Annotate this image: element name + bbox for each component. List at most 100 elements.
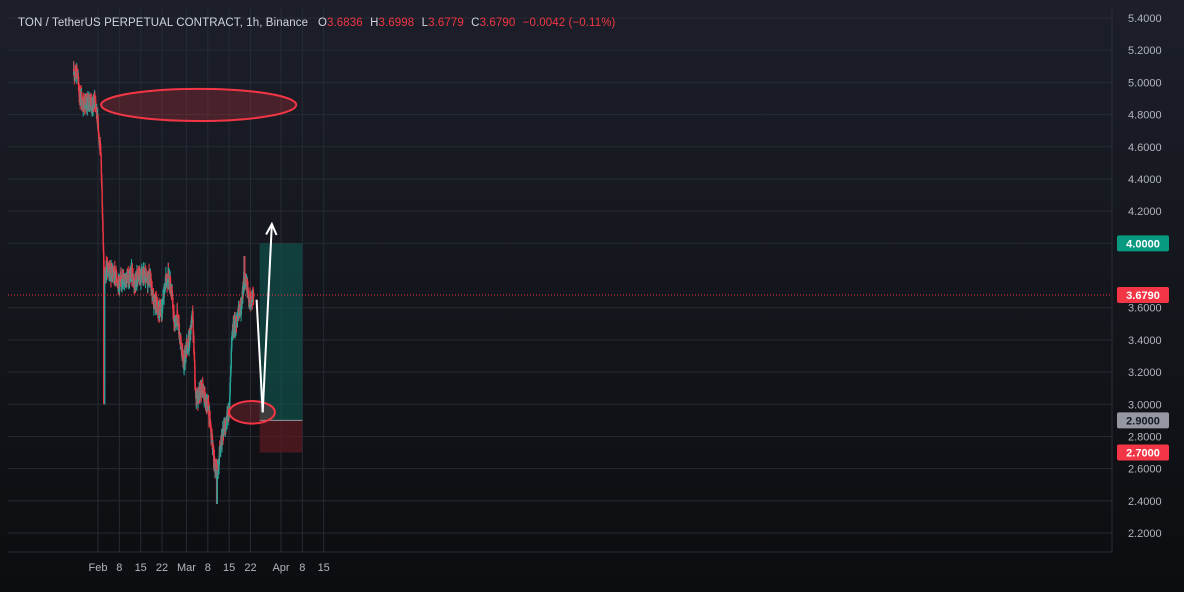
time-tick-label: 15 bbox=[318, 562, 330, 574]
symbol-legend: TON / TetherUS PERPETUAL CONTRACT, 1h, B… bbox=[18, 17, 619, 29]
price-badge-label-target: 4.0000 bbox=[1126, 238, 1160, 250]
low-label: L bbox=[421, 17, 429, 29]
price-tick-label: 3.2000 bbox=[1128, 367, 1162, 379]
price-badge-target bbox=[1117, 235, 1169, 252]
candle-body bbox=[194, 366, 196, 383]
arrow-head bbox=[265, 221, 278, 236]
candle-body bbox=[165, 282, 168, 284]
price-tick-label: 3.0000 bbox=[1128, 399, 1162, 411]
support-zone bbox=[228, 400, 276, 425]
price-tick-label: 5.2000 bbox=[1128, 45, 1162, 57]
price-tick-label: 3.4000 bbox=[1128, 335, 1162, 347]
price-badge-entry bbox=[1117, 412, 1169, 429]
time-tick-label: 8 bbox=[299, 562, 305, 574]
price-tick-label: 2.8000 bbox=[1128, 431, 1162, 443]
price-tick-label: 2.6000 bbox=[1128, 464, 1162, 476]
candle-body bbox=[135, 277, 137, 288]
candle-body bbox=[180, 340, 182, 347]
candle-body bbox=[218, 454, 221, 464]
candle-body bbox=[162, 296, 164, 302]
price-badge-label-last: 3.6790 bbox=[1126, 290, 1160, 302]
candle-body bbox=[100, 154, 102, 162]
time-tick-label: Apr bbox=[272, 562, 289, 574]
stop-zone bbox=[259, 420, 303, 453]
candle-body bbox=[252, 293, 255, 298]
candle-body bbox=[229, 376, 232, 383]
drawings bbox=[8, 87, 1112, 425]
candle-body bbox=[86, 101, 89, 111]
price-tick-label: 2.4000 bbox=[1128, 496, 1162, 508]
candle-body bbox=[100, 151, 102, 155]
candle-body bbox=[127, 272, 130, 283]
time-tick-label: 8 bbox=[116, 562, 122, 574]
price-tick-label: 5.0000 bbox=[1128, 77, 1162, 89]
price-tick-label: 4.8000 bbox=[1128, 110, 1162, 122]
candle-body bbox=[191, 318, 193, 324]
price-tick-label: 4.6000 bbox=[1128, 142, 1162, 154]
time-tick-label: Mar bbox=[177, 562, 196, 574]
price-tick-label: 2.2000 bbox=[1128, 528, 1162, 540]
candle-body bbox=[190, 329, 192, 334]
candle-body bbox=[194, 387, 197, 389]
candle-body bbox=[102, 231, 104, 244]
candle-body bbox=[209, 418, 211, 421]
price-badges: 4.0000 3.6790 2.9000 2.7000 bbox=[1117, 235, 1169, 461]
open-value: 3.6836 bbox=[327, 17, 363, 29]
symbol-title[interactable]: TON / TetherUS PERPETUAL CONTRACT, 1h, B… bbox=[18, 17, 309, 29]
high-value: 3.6998 bbox=[378, 17, 415, 29]
candle-body bbox=[120, 274, 122, 280]
candle-body bbox=[191, 316, 193, 319]
time-axis[interactable]: Feb 8 15 22 Mar 8 15 22 Apr 8 15 bbox=[89, 562, 330, 574]
candle-body bbox=[178, 322, 180, 335]
candle-body bbox=[193, 335, 195, 353]
candle-body bbox=[101, 188, 103, 207]
candle-body bbox=[176, 310, 179, 322]
candle-body bbox=[96, 107, 98, 117]
candle-body bbox=[108, 267, 110, 275]
price-tick-label: 3.6000 bbox=[1128, 303, 1162, 315]
projection-arrow-2 bbox=[261, 223, 273, 413]
projection-arrow-1 bbox=[255, 299, 264, 413]
candle-body bbox=[226, 415, 228, 429]
candle-body bbox=[98, 136, 101, 141]
change-value: −0.0042 (−0.11%) bbox=[522, 17, 616, 29]
time-tick-label: 22 bbox=[156, 562, 168, 574]
price-badge-label-stop: 2.7000 bbox=[1126, 448, 1160, 460]
candle-body bbox=[230, 351, 232, 368]
candle-body bbox=[209, 411, 211, 419]
resistance-zone bbox=[100, 87, 298, 122]
candle-body bbox=[242, 288, 245, 295]
candle-body bbox=[101, 180, 103, 189]
candle-body bbox=[97, 114, 99, 123]
price-tick-label: 5.4000 bbox=[1128, 13, 1162, 25]
candle-body bbox=[137, 270, 139, 272]
candle-body bbox=[118, 276, 120, 282]
candle-body bbox=[192, 318, 194, 335]
low-value: 3.6779 bbox=[428, 17, 464, 29]
price-badge-label-entry: 2.9000 bbox=[1126, 415, 1160, 427]
time-tick-label: Feb bbox=[89, 562, 108, 574]
candle-body bbox=[129, 274, 131, 283]
time-tick-label: 15 bbox=[135, 562, 147, 574]
candle-body bbox=[101, 214, 104, 220]
price-axis[interactable]: 5.4000 5.2000 5.0000 4.8000 4.6000 4.4000 4.20… bbox=[1128, 13, 1162, 540]
price-badge-last bbox=[1117, 286, 1169, 303]
candles bbox=[73, 61, 255, 505]
time-tick-label: 15 bbox=[223, 562, 235, 574]
open-label: O bbox=[317, 17, 328, 29]
candle-body bbox=[102, 219, 104, 232]
candle-body bbox=[121, 274, 124, 286]
close-value: 3.6790 bbox=[479, 17, 516, 29]
high-label: H bbox=[370, 17, 379, 29]
candle-body bbox=[100, 161, 103, 175]
close-label: C bbox=[471, 17, 480, 29]
candle-body bbox=[195, 388, 197, 396]
time-tick-label: 22 bbox=[244, 562, 256, 574]
candle-body bbox=[232, 330, 234, 333]
candle-body bbox=[115, 272, 118, 281]
candle-body bbox=[77, 76, 80, 84]
price-tick-label: 4.2000 bbox=[1128, 206, 1162, 218]
candle-body bbox=[97, 122, 100, 132]
